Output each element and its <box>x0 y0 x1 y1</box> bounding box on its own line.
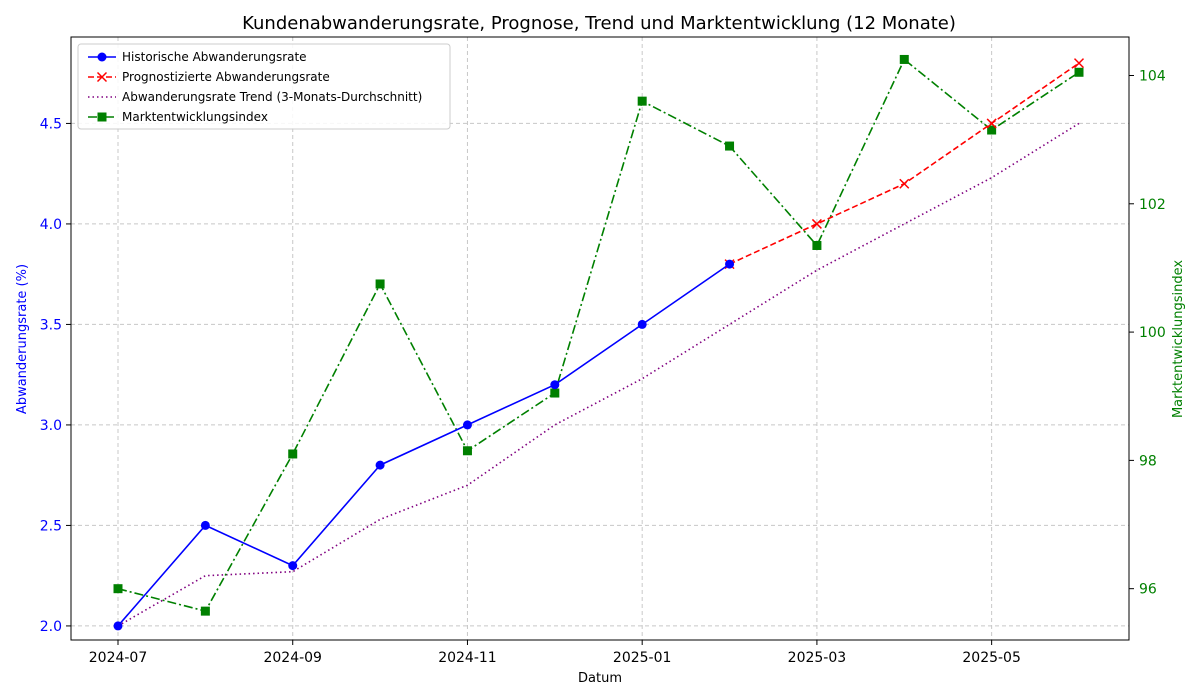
data-point <box>375 460 385 470</box>
x-axis: 2024-07 2024-09 2024-11 2025-01 2025-03 2025-… <box>89 640 1021 666</box>
legend-marker <box>97 52 107 62</box>
grid <box>71 37 1129 640</box>
data-point <box>811 218 822 229</box>
x-axis-label: Datum <box>578 671 622 686</box>
series-line <box>117 263 730 627</box>
plot-area <box>70 36 1130 641</box>
y-tick-label: 3.0 <box>40 418 62 434</box>
data-point <box>375 279 385 289</box>
y2-tick-label: 98 <box>1139 453 1157 469</box>
data-point <box>288 561 298 571</box>
data-point <box>987 125 997 135</box>
data-point <box>113 621 123 631</box>
x-tick-label: 2025-01 <box>613 650 672 666</box>
y2-tick-label: 104 <box>1139 68 1166 84</box>
series-0 <box>113 259 735 631</box>
x-tick-label: 2024-07 <box>89 650 148 666</box>
legend-label: Marktentwicklungsindex <box>122 110 268 124</box>
data-point <box>899 178 910 189</box>
y-tick-label: 3.5 <box>40 317 62 333</box>
legend-label: Abwanderungsrate Trend (3-Monats-Durchsc… <box>122 90 422 104</box>
y-axis-left-label: Abwanderungsrate (%) <box>15 264 30 414</box>
data-point <box>462 420 472 430</box>
x-tick-label: 2025-05 <box>962 650 1021 666</box>
y-tick-label: 4.0 <box>40 217 62 233</box>
data-point <box>637 96 647 106</box>
series-2 <box>117 122 1080 627</box>
y-axis-right-label: Marktentwicklungsindex <box>1171 260 1186 418</box>
data-point <box>812 240 822 250</box>
x-tick-label: 2024-09 <box>263 650 322 666</box>
data-point <box>899 54 909 64</box>
y-tick-label: 2.5 <box>40 518 62 534</box>
legend-marker <box>96 71 108 83</box>
series-line <box>117 122 1080 627</box>
y2-tick-label: 100 <box>1139 325 1166 341</box>
data-point <box>1073 58 1085 69</box>
data-point <box>637 319 647 329</box>
legend-box <box>77 43 451 130</box>
data-point <box>200 606 210 616</box>
x-tick-label: 2025-03 <box>788 650 847 666</box>
series-line <box>729 62 1080 265</box>
data-point <box>288 449 298 459</box>
data-point <box>200 520 210 530</box>
data-point <box>113 584 123 594</box>
data-point <box>1074 67 1084 77</box>
y-tick-label: 4.5 <box>40 116 62 132</box>
y-axis-right: 96 98 100 102 104 <box>1129 68 1166 598</box>
x-tick-label: 2024-11 <box>438 650 497 666</box>
data-point <box>725 259 735 269</box>
y-tick-label: 2.0 <box>40 619 62 635</box>
legend-marker <box>97 112 107 122</box>
series-line <box>117 58 1080 613</box>
legend-label: Prognostizierte Abwanderungsrate <box>122 70 330 84</box>
series-1 <box>724 58 1085 270</box>
data-point <box>550 380 560 390</box>
data-point <box>462 446 472 456</box>
data-point <box>725 141 735 151</box>
series-layer <box>113 54 1085 631</box>
series-3 <box>113 54 1084 616</box>
chart-title: Kundenabwanderungsrate, Prognose, Trend … <box>242 13 956 34</box>
legend: Historische Abwanderungsrate Prognostizie… <box>77 43 451 130</box>
data-point <box>550 388 560 398</box>
y2-tick-label: 102 <box>1139 197 1166 213</box>
y2-tick-label: 96 <box>1139 582 1157 598</box>
y-axis-left: 2.0 2.5 3.0 3.5 4.0 4.5 <box>40 116 71 635</box>
legend-label: Historische Abwanderungsrate <box>122 50 307 64</box>
data-point <box>986 118 997 129</box>
